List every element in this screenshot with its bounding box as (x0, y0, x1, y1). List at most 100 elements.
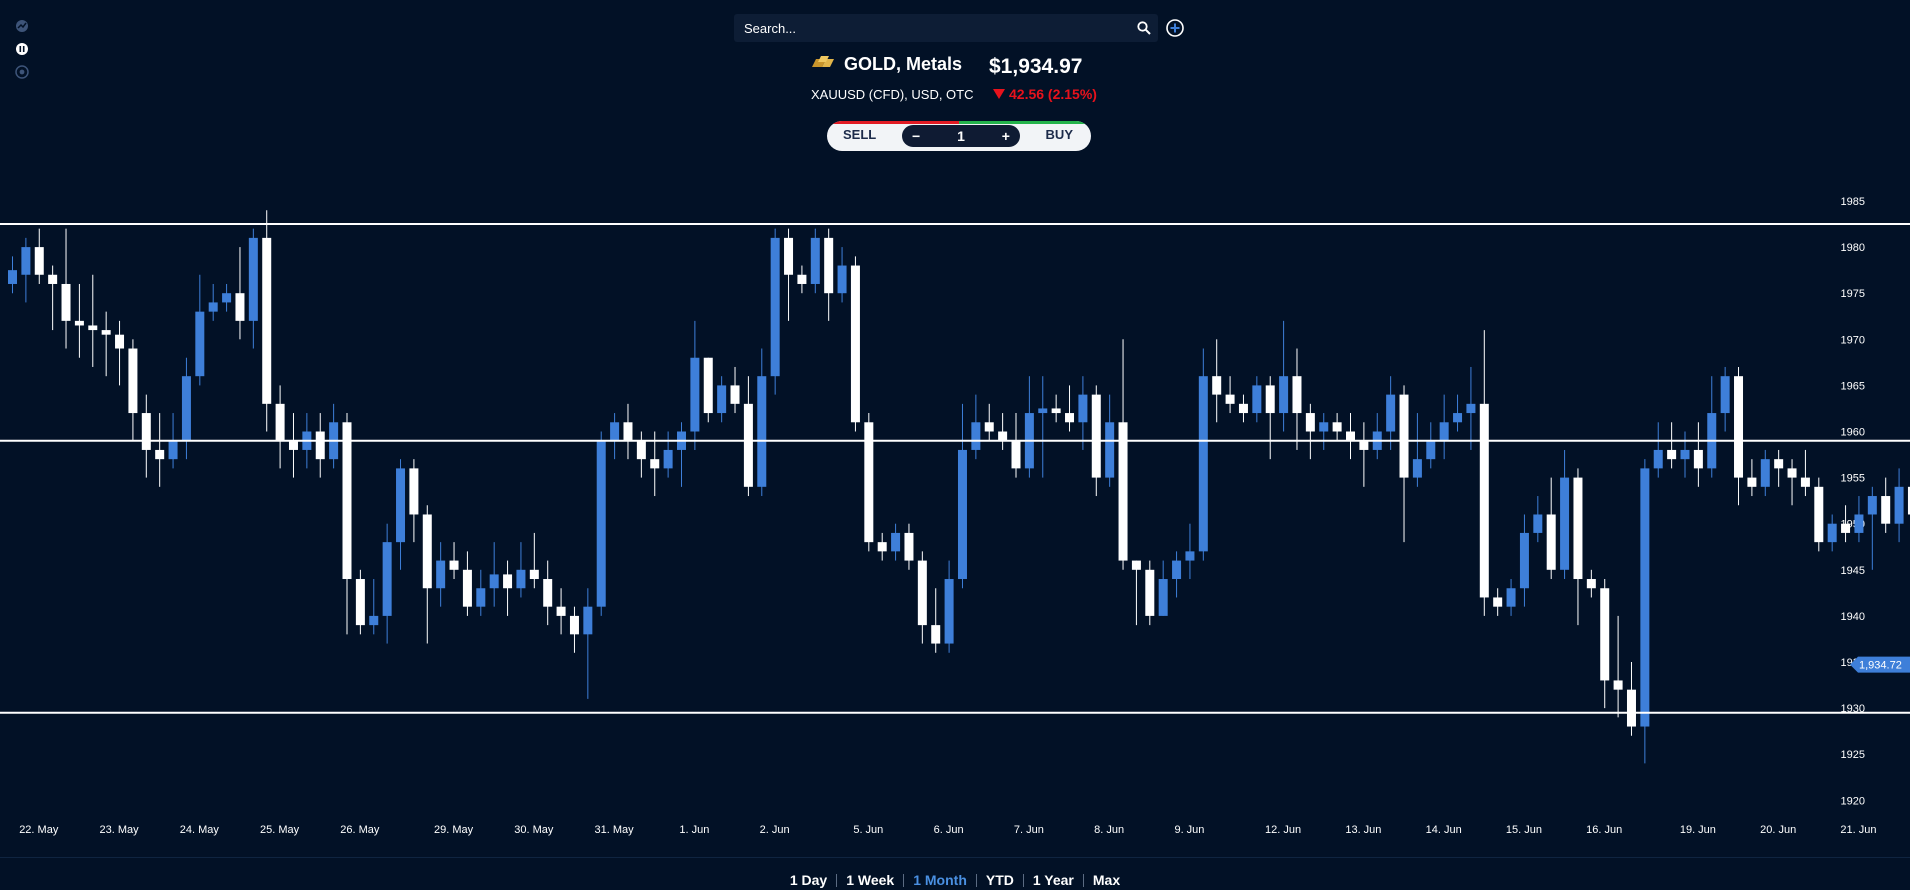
search-bar (734, 14, 1158, 42)
candle-body (208, 302, 218, 312)
candle-body (1172, 560, 1182, 580)
candle-body (396, 468, 406, 543)
candle-body (409, 468, 419, 515)
candle-body (34, 247, 44, 275)
chart-tool-icon[interactable] (14, 18, 30, 34)
side-toolbar (14, 18, 30, 80)
candle-body (8, 270, 17, 284)
candle-body (1158, 579, 1168, 616)
candle-body (797, 274, 807, 284)
candle-body (1198, 376, 1208, 552)
quantity-field[interactable]: 1 (957, 128, 965, 144)
current-price-marker (1850, 656, 1910, 673)
candle-body (650, 459, 660, 469)
range-separator (836, 874, 838, 887)
range-separator (1022, 874, 1024, 887)
y-tick-label: 1975 (1841, 288, 1865, 300)
candle-body (1907, 486, 1910, 515)
candle-body (850, 265, 860, 423)
range-option[interactable]: Max (1092, 872, 1121, 888)
instrument-header: GOLD, Metals (810, 54, 962, 75)
range-option[interactable]: 1 Day (789, 872, 828, 888)
candle-body (1774, 459, 1784, 469)
buy-button[interactable]: BUY (1045, 127, 1073, 142)
candle-body (957, 449, 967, 580)
search-input[interactable] (734, 19, 1130, 37)
candle-body (449, 560, 459, 570)
price-change-value: 42.56 (2.15%) (1009, 86, 1097, 102)
candle-body (1800, 477, 1810, 487)
candle-body (891, 532, 901, 552)
range-option[interactable]: YTD (985, 872, 1014, 888)
x-tick-label: 29. May (434, 824, 474, 836)
candle-body (824, 237, 834, 294)
increase-quantity-button[interactable]: + (1001, 128, 1010, 144)
candle-body (810, 237, 820, 284)
candle-body (1212, 376, 1222, 395)
candle-body (1600, 588, 1610, 681)
price-chart[interactable]: 1920192519301935194019451950195519601965… (0, 185, 1910, 855)
candle-body (784, 237, 794, 275)
candle-body (503, 574, 513, 589)
pause-icon[interactable] (14, 41, 30, 57)
x-tick-label: 21. Jun (1840, 824, 1876, 836)
settings-icon[interactable] (14, 64, 30, 80)
candle-body (1091, 394, 1101, 478)
y-tick-label: 1965 (1841, 380, 1865, 392)
candle-body (1078, 394, 1088, 423)
time-range-selector: 1 Day 1 Week 1 Month YTD 1 Year Max (0, 872, 1910, 888)
candle-body (1386, 394, 1396, 432)
candle-body (904, 532, 914, 561)
candle-body (743, 403, 753, 487)
candle-body (1105, 422, 1115, 478)
candle-body (1426, 440, 1436, 460)
candle-body (837, 265, 847, 294)
decrease-quantity-button[interactable]: − (912, 128, 921, 144)
candle-body (1867, 496, 1877, 515)
instrument-name: GOLD, Metals (844, 54, 963, 74)
x-tick-label: 20. Jun (1760, 824, 1796, 836)
candle-body (1065, 413, 1075, 423)
candle-body (422, 514, 432, 589)
range-option[interactable]: 1 Week (846, 872, 895, 888)
trade-widget: SELL − 1 + BUY (827, 121, 1091, 151)
candle-body (168, 440, 178, 460)
candle-body (315, 431, 325, 460)
candle-body (1238, 403, 1248, 414)
x-tick-label: 25. May (260, 824, 300, 836)
candle-body (1760, 459, 1770, 487)
candle-body (141, 413, 151, 450)
candle-body (1653, 449, 1663, 469)
sell-button[interactable]: SELL (843, 127, 877, 142)
search-icon[interactable] (1130, 14, 1158, 42)
candle-body (877, 542, 887, 552)
candle-body (1493, 597, 1503, 607)
candle-body (1292, 376, 1302, 414)
candle-body (569, 615, 579, 635)
instrument-price: $1,934.97 (989, 55, 1083, 78)
range-option[interactable]: 1 Year (1032, 872, 1074, 888)
candle-body (1479, 403, 1489, 598)
candle-body (1881, 496, 1891, 524)
candle-body (1546, 514, 1556, 570)
candle-body (1586, 579, 1596, 589)
range-option[interactable]: 1 Month (913, 872, 967, 888)
candle-body (556, 606, 566, 616)
candle-body (1626, 689, 1636, 727)
add-instrument-icon[interactable] (1165, 18, 1185, 38)
candle-body (1305, 413, 1315, 432)
candle-body (1573, 477, 1583, 580)
candle-body (1185, 551, 1195, 561)
candle-body (342, 422, 352, 580)
candle-body (1346, 431, 1355, 441)
candle-body (74, 320, 84, 326)
x-tick-label: 19. Jun (1680, 824, 1716, 836)
candle-body (1225, 394, 1235, 404)
x-tick-label: 8. Jun (1094, 824, 1124, 836)
candle-body (998, 431, 1008, 441)
instrument-details: XAUUSD (CFD), USD, OTC (811, 87, 974, 102)
range-separator (975, 874, 977, 887)
candle-body (636, 440, 646, 460)
candle-body (61, 283, 71, 321)
sell-indicator (827, 121, 959, 124)
